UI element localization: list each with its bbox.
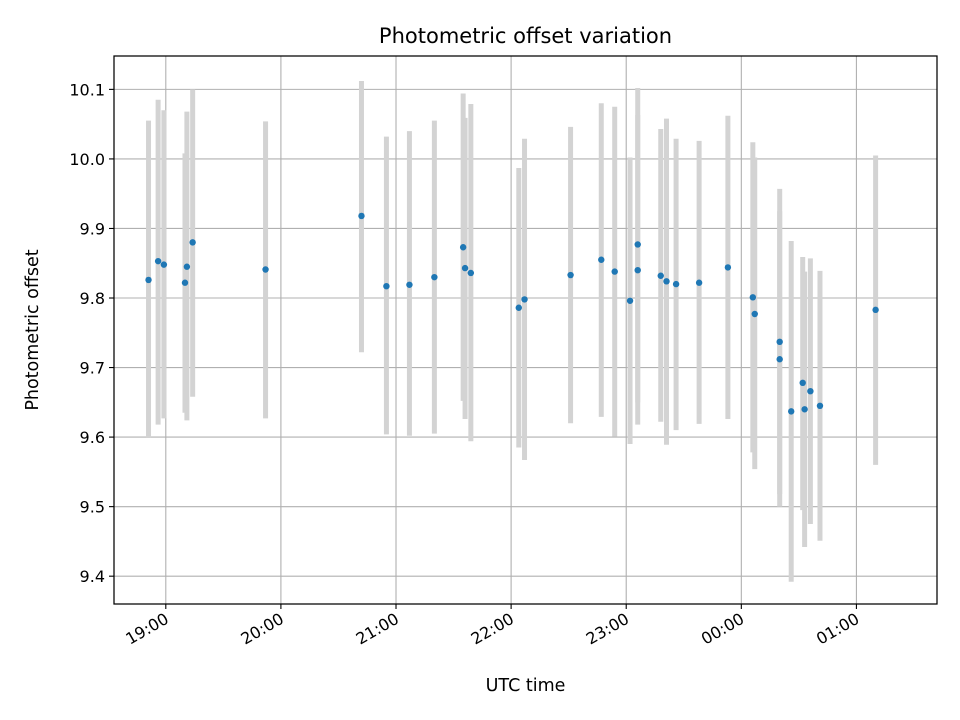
data-point bbox=[626, 297, 634, 304]
data-point bbox=[634, 266, 641, 274]
data-point bbox=[634, 241, 641, 248]
data-point bbox=[751, 310, 758, 318]
data-point bbox=[672, 280, 680, 288]
y-tick-label: 9.9 bbox=[80, 219, 105, 238]
data-point bbox=[358, 212, 365, 220]
data-point bbox=[807, 387, 814, 395]
data-point bbox=[383, 282, 390, 290]
data-point bbox=[406, 281, 413, 288]
data-points bbox=[145, 212, 879, 415]
data-point bbox=[189, 239, 196, 246]
data-point bbox=[567, 271, 574, 279]
data-point bbox=[724, 264, 732, 271]
data-point bbox=[459, 244, 467, 251]
data-point bbox=[183, 263, 191, 270]
data-point bbox=[467, 269, 475, 277]
data-point bbox=[801, 406, 808, 413]
y-axis-label: Photometric offset bbox=[23, 249, 43, 410]
data-point bbox=[749, 294, 757, 301]
data-point bbox=[776, 338, 783, 346]
data-point bbox=[657, 272, 664, 279]
data-point bbox=[816, 402, 824, 410]
data-point bbox=[461, 264, 469, 272]
data-point bbox=[431, 273, 438, 281]
data-point bbox=[611, 268, 618, 275]
y-tick-label: 9.5 bbox=[80, 498, 105, 517]
y-tick-label: 9.4 bbox=[80, 567, 105, 586]
data-point bbox=[663, 278, 670, 285]
y-axis: 9.4 9.5 9.6 9.7 9.8 9.9 10.0 10.1 bbox=[69, 80, 114, 586]
data-point bbox=[598, 256, 605, 263]
data-point bbox=[695, 279, 703, 286]
data-point bbox=[776, 356, 783, 363]
data-point bbox=[515, 304, 522, 311]
data-point bbox=[262, 266, 269, 273]
data-point bbox=[872, 306, 879, 314]
y-tick-label: 9.7 bbox=[80, 359, 105, 378]
data-point bbox=[154, 257, 162, 265]
y-tick-label: 9.8 bbox=[80, 289, 105, 308]
y-tick-label: 9.6 bbox=[80, 428, 105, 447]
data-point bbox=[521, 296, 528, 303]
x-axis-label: UTC time bbox=[486, 676, 566, 696]
y-tick-label: 10.0 bbox=[69, 150, 105, 169]
data-point bbox=[799, 379, 806, 387]
data-point bbox=[788, 408, 795, 415]
data-point bbox=[181, 279, 189, 286]
plot-area-frame bbox=[113, 55, 938, 605]
data-point bbox=[145, 276, 152, 284]
y-tick-label: 10.1 bbox=[69, 80, 105, 99]
data-point bbox=[160, 261, 168, 268]
chart-title: Photometric offset variation bbox=[379, 24, 672, 48]
